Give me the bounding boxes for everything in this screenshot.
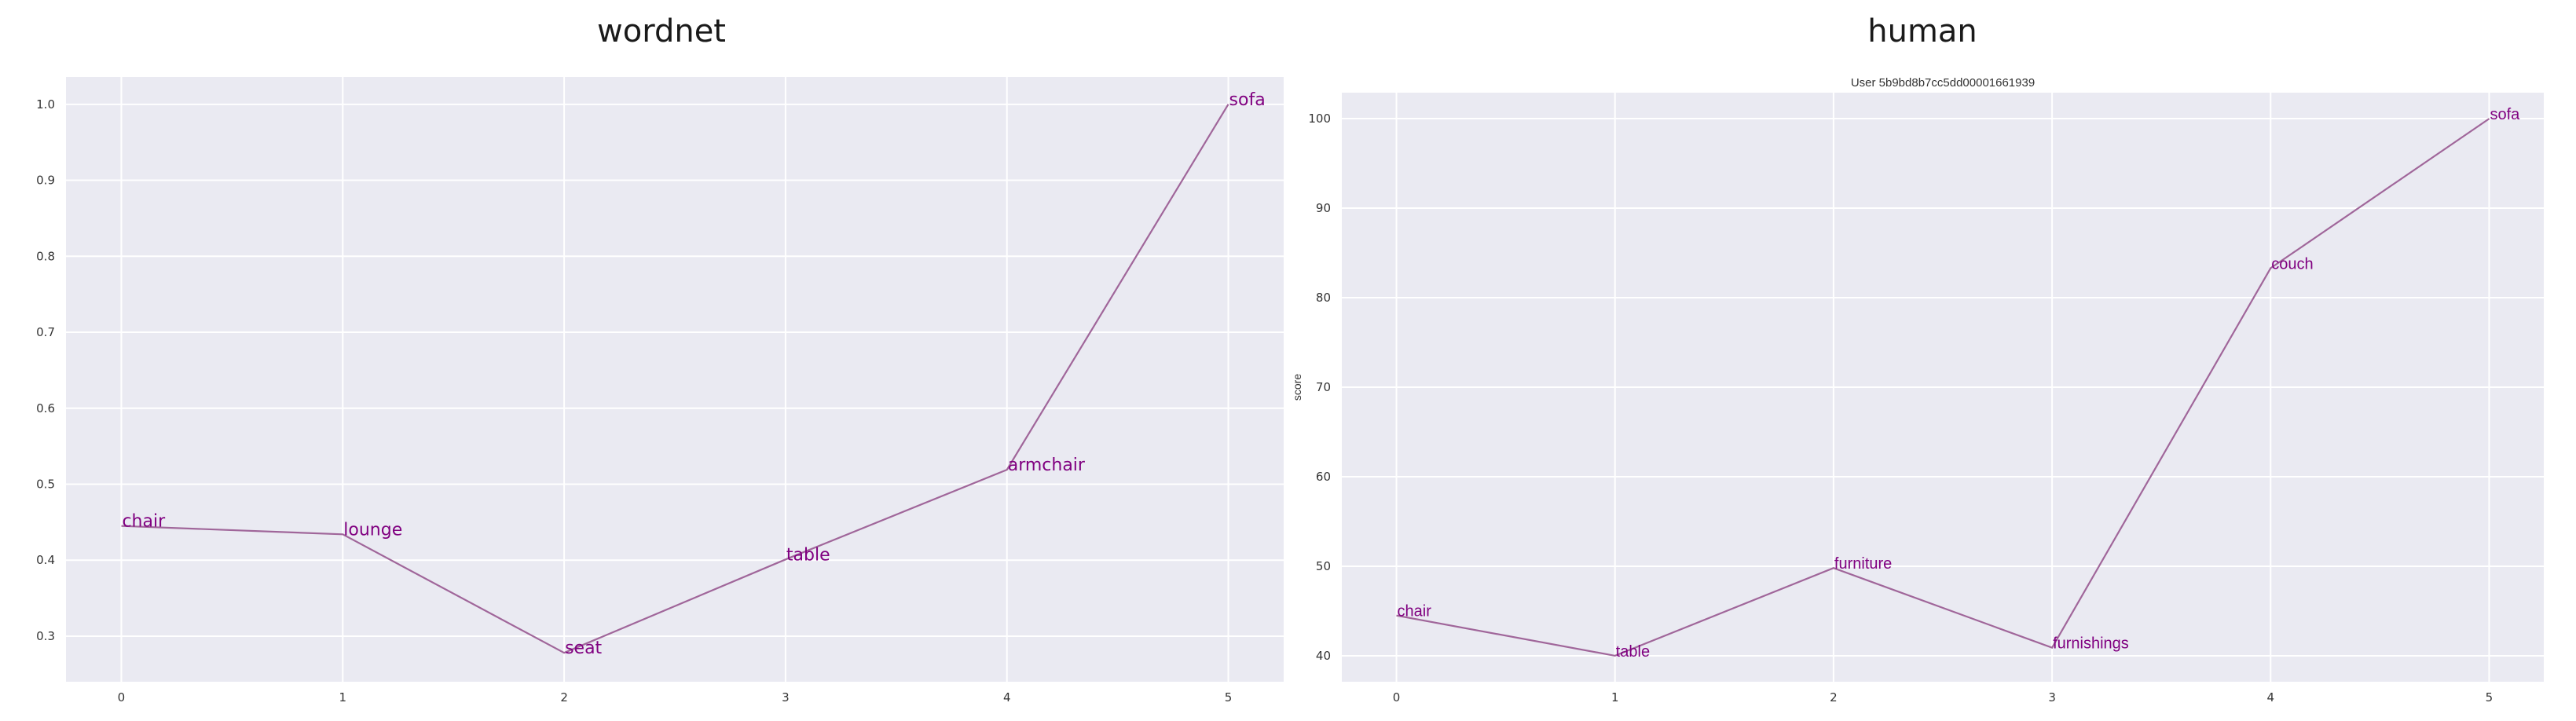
wordnet-x-tick-label: 4: [1003, 690, 1011, 705]
human-x-tick-label: 3: [2048, 690, 2056, 705]
wordnet-plot-area: [66, 77, 1284, 682]
wordnet-point-label: sofa: [1229, 90, 1266, 110]
wordnet-y-tick-label: 1.0: [36, 97, 55, 112]
wordnet-x-tick-label: 3: [782, 690, 790, 705]
wordnet-point-label: seat: [565, 639, 602, 658]
wordnet-x-tick-label: 0: [118, 690, 126, 705]
human-point-label: furniture: [1834, 555, 1892, 573]
wordnet-y-tick-label: 0.8: [36, 249, 55, 263]
human-x-tick-label: 0: [1393, 690, 1401, 705]
human-subtitle: User 5b9bd8b7cc5dd00001661939: [1851, 76, 2035, 90]
human-point-label: furnishings: [2053, 635, 2129, 653]
human-y-tick-label: 70: [1316, 380, 1331, 394]
human-y-axis-label: score: [1291, 374, 1303, 401]
human-series-line: [1396, 118, 2490, 657]
wordnet-x-tick-label: 5: [1225, 690, 1233, 705]
wordnet-y-tick-label: 0.9: [36, 174, 55, 188]
human-y-tick-label: 50: [1316, 559, 1331, 573]
human-x-tick-label: 1: [1611, 690, 1619, 705]
human-y-tick-label: 100: [1308, 112, 1331, 126]
wordnet-point-label: table: [786, 545, 830, 565]
wordnet-y-tick-label: 0.3: [36, 629, 55, 643]
human-x-tick-label: 5: [2486, 690, 2494, 705]
wordnet-point-label: armchair: [1008, 456, 1086, 475]
human-y-tick-label: 60: [1316, 470, 1331, 484]
wordnet-x-tick-label: 2: [560, 690, 568, 705]
human-point-label: couch: [2271, 255, 2313, 273]
human-y-tick-label: 40: [1316, 649, 1331, 663]
human-point-label: chair: [1398, 603, 1432, 620]
panel-title-human: human: [1867, 13, 1977, 49]
wordnet-x-tick-label: 1: [339, 690, 346, 705]
panel-title-wordnet: wordnet: [597, 13, 726, 49]
wordnet-y-tick-label: 0.5: [36, 477, 55, 491]
wordnet-series-line: [121, 104, 1229, 654]
wordnet-point-label: chair: [122, 512, 166, 532]
human-x-tick-label: 4: [2266, 690, 2274, 705]
wordnet-y-tick-label: 0.7: [36, 325, 55, 339]
wordnet-line-chart: 0.3 0.4 0.5 0.6 0.7 0.8 0.9 1.0 0 1 2 3 4 5 chair loung…: [36, 77, 1284, 705]
human-y-tick-label: 90: [1316, 201, 1331, 215]
wordnet-y-tick-label: 0.6: [36, 401, 55, 415]
human-point-label: table: [1616, 643, 1650, 661]
human-point-label: sofa: [2490, 106, 2520, 123]
wordnet-y-tick-label: 0.4: [36, 553, 55, 567]
human-x-tick-label: 2: [1830, 690, 1838, 705]
human-y-tick-label: 80: [1316, 291, 1331, 305]
wordnet-point-label: lounge: [343, 520, 402, 540]
human-line-chart: User 5b9bd8b7cc5dd0000166193940506070809…: [1291, 76, 2544, 705]
